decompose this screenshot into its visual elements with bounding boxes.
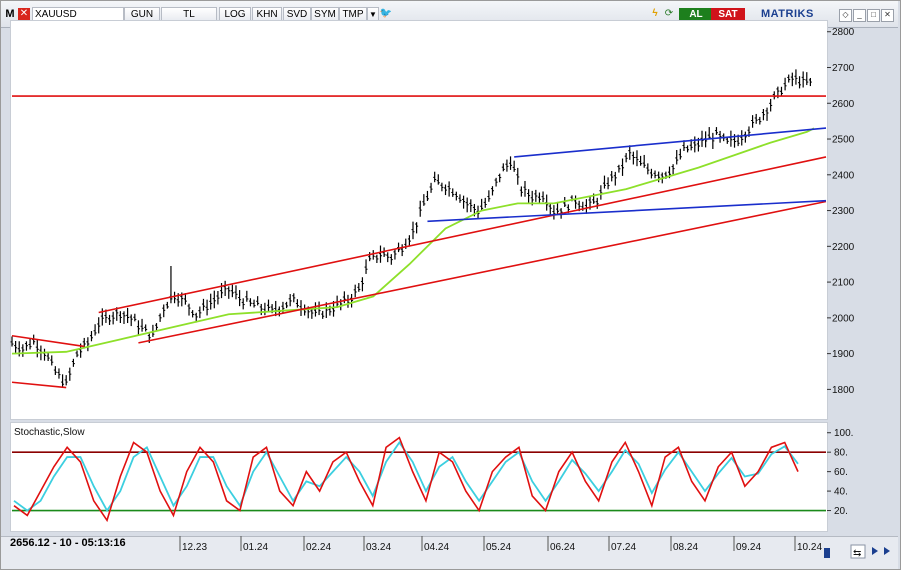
price-tick-label: 2000 [832,313,855,324]
x-tick-label: 08.24 [673,542,698,553]
maximize-icon[interactable]: □ [867,9,880,22]
twitter-icon[interactable]: 🐦 [379,8,393,19]
sell-button[interactable]: SAT [711,8,745,21]
scroll-right-icon[interactable] [884,547,890,555]
x-tick-label: 05.24 [486,542,511,553]
price-tick-label: 2700 [832,63,855,74]
price-plot-area[interactable] [10,20,828,420]
stoch-d-line [13,440,799,513]
price-tick-label: 2800 [832,27,855,38]
app-logo: M [5,8,15,20]
svd-button[interactable]: SVD [283,7,311,23]
price-tick-label: 2600 [832,99,855,110]
x-tick-label: 04.24 [424,542,449,553]
stoch-tick-label: 100. [834,428,853,439]
x-tick-label: 06.24 [550,542,575,553]
price-tick-label: 1900 [832,349,855,360]
close-symbol-icon[interactable]: ✕ [18,8,30,20]
khn-button[interactable]: KHN [252,7,282,23]
price-tick-label: 2200 [832,242,855,253]
scroll-left-icon[interactable] [872,547,878,555]
x-tick-label: 03.24 [366,542,391,553]
stoch-tick-label: 80. [834,448,848,459]
stoch-tick-label: 20. [834,506,848,517]
minimize-icon[interactable]: _ [853,9,866,22]
stoch-k-line [13,436,799,523]
price-tick-label: 1800 [832,385,855,396]
trend-line-red[interactable] [11,334,85,348]
price-tick-label: 2300 [832,206,855,217]
x-tick-label: 07.24 [611,542,636,553]
sync-icon-glyph: ⇆ [853,548,861,559]
price-tick-label: 2500 [832,135,855,146]
trend-line-red[interactable] [11,381,67,389]
stochastic-plot-area[interactable] [10,422,828,532]
trend-line-red[interactable] [98,156,827,314]
x-tick-label: 01.24 [243,542,268,553]
price-readout: 2656.12 - 10 - 05:13:16 [10,537,126,549]
moving-average-line [11,127,815,355]
x-tick-label: 02.24 [306,542,331,553]
price-tick-label: 2100 [832,278,855,289]
buy-button[interactable]: AL [679,8,713,21]
status-bar [1,536,898,569]
trend-line-blue[interactable] [514,127,827,158]
sync-icon[interactable] [850,544,866,559]
x-tick-label: 12.23 [182,542,207,553]
trend-line-red[interactable] [138,200,827,344]
scroll-thumb[interactable] [824,548,830,558]
refresh-icon[interactable]: ⟳ [664,8,674,19]
x-tick-label: 10.24 [797,542,822,553]
trend-line-blue[interactable] [427,199,827,223]
settings-icon[interactable]: ◇ [839,9,852,22]
lightning-icon[interactable]: ϟ [652,8,658,19]
stoch-tick-label: 60. [834,467,848,478]
stochastic-title: Stochastic,Slow [14,427,85,438]
brand-logo: MATRIKS [761,8,814,20]
x-tick-label: 09.24 [736,542,761,553]
price-tick-label: 2400 [832,170,855,181]
stoch-tick-label: 40. [834,487,848,498]
close-icon[interactable]: ✕ [881,9,894,22]
